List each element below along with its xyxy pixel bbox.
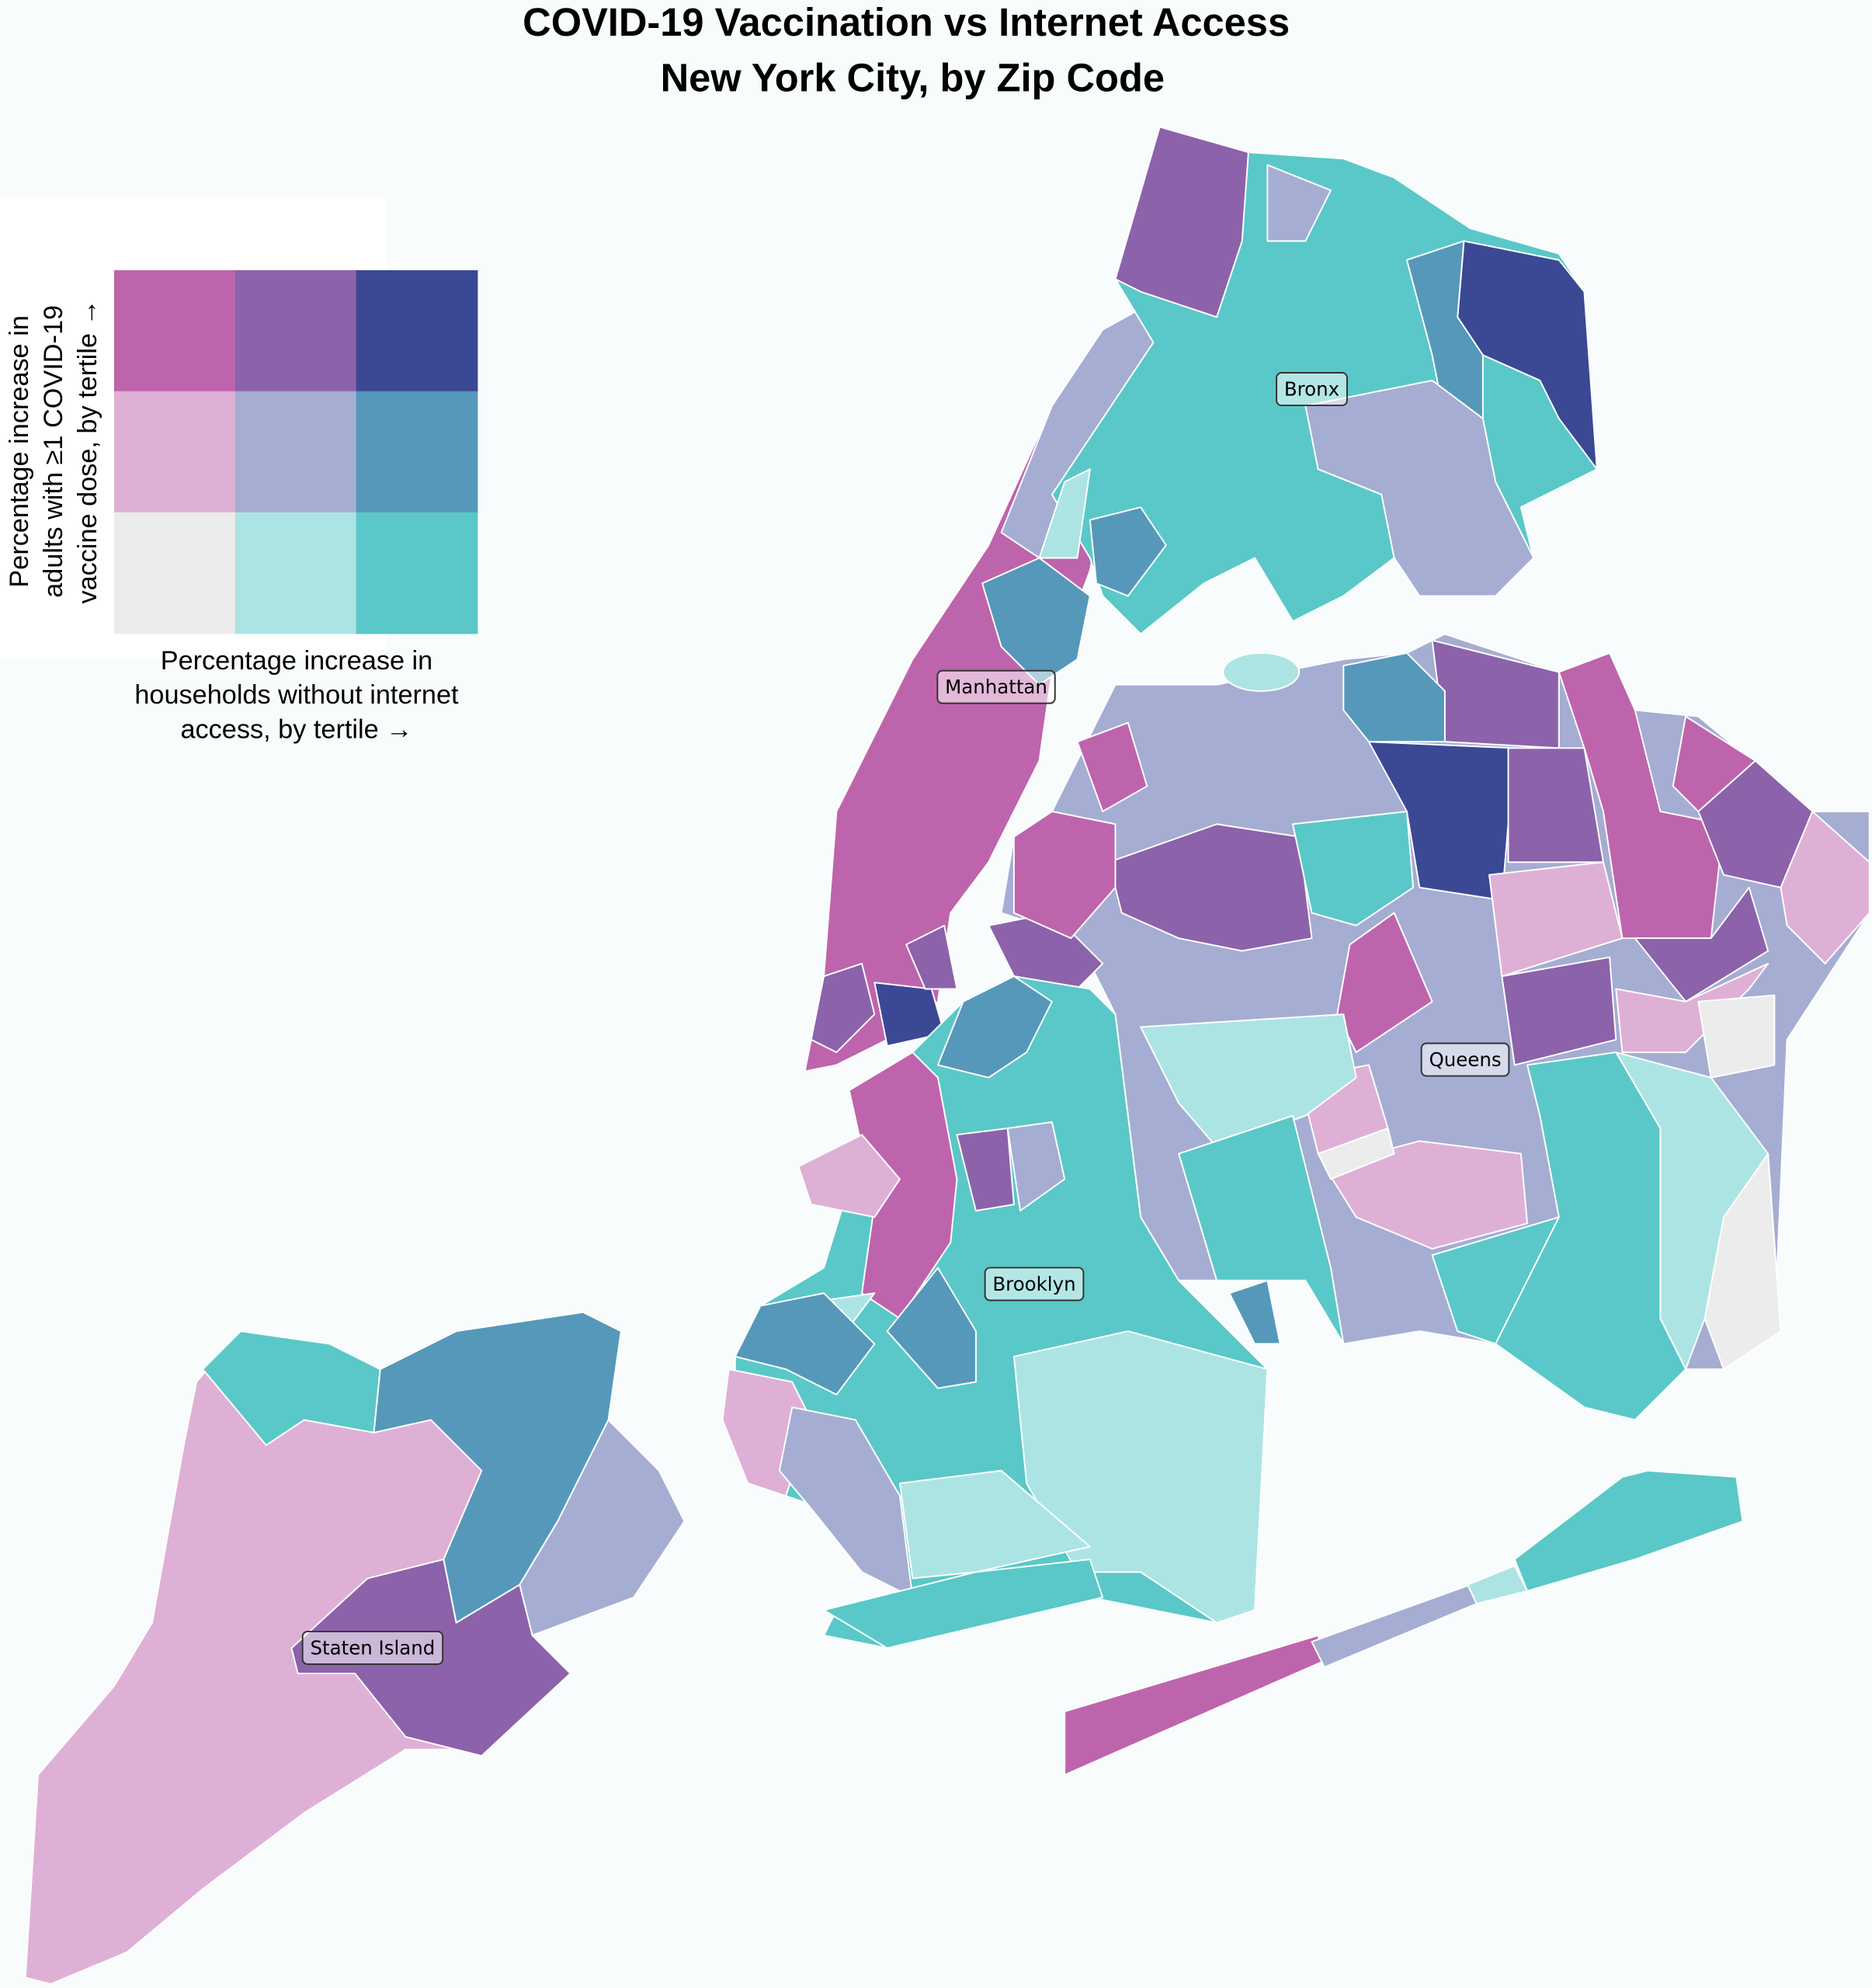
zip-region: [1501, 956, 1617, 1066]
zip-region: [1615, 962, 1770, 1054]
zip-region: [1076, 721, 1148, 812]
zip-region: [1488, 861, 1624, 978]
borough-name: Manhattan: [945, 676, 1047, 698]
borough-label: Queens: [1420, 1042, 1510, 1077]
legend-cell: [113, 269, 236, 392]
legend-x-label: access, by tertile →: [180, 714, 412, 744]
zip-region: [778, 1406, 914, 1598]
legend-cell: [356, 269, 478, 392]
zip-region: [519, 1419, 686, 1636]
legend-x-label: Percentage increase in: [161, 646, 433, 676]
label-box: [984, 1267, 1085, 1302]
zip-region: [797, 1134, 901, 1218]
zip-region: [848, 1051, 958, 1319]
borough-name: Staten Island: [310, 1636, 435, 1659]
legend-y-label: Percentage increase in: [5, 315, 34, 588]
label-box: [301, 1630, 444, 1665]
zip-region: [1780, 810, 1870, 964]
zip-region: [1292, 810, 1415, 926]
zip-region: [1469, 1051, 1687, 1421]
legend-cell: [113, 512, 236, 634]
zip-region: [1317, 1128, 1395, 1180]
zip-region: [1697, 994, 1776, 1079]
zip-region: [936, 975, 1053, 1079]
zip-region: [1012, 810, 1117, 940]
zip-region: [1108, 823, 1313, 952]
zip-region: [1342, 652, 1446, 743]
zip-region: [1336, 912, 1433, 1054]
zip-region: [956, 1128, 1015, 1212]
legend: Percentage increase in adults with ≥1 CO…: [0, 196, 478, 744]
label-box: [936, 669, 1056, 704]
legend-cell: [356, 512, 478, 634]
zip-region: [1367, 741, 1516, 902]
zip-region: [1513, 1469, 1744, 1592]
zip-region: [898, 1469, 1091, 1580]
zip-region: [1266, 164, 1332, 242]
legend-cell: [234, 391, 357, 513]
zip-region: [1140, 1013, 1357, 1149]
borough-name: Bronx: [1284, 378, 1339, 401]
zip-region: [810, 962, 876, 1054]
zip-region: [1114, 126, 1249, 318]
zip-region: [1323, 1140, 1528, 1250]
label-box: [1420, 1042, 1510, 1077]
legend-cell: [113, 391, 236, 513]
zip-region: [905, 924, 958, 990]
zip-region: [1222, 652, 1301, 692]
legend-cell: [356, 391, 478, 513]
borough-label: Staten Island: [301, 1630, 444, 1665]
zip-region: [1431, 1216, 1560, 1345]
zip-region: [1634, 886, 1770, 1003]
legend-y-label: adults with ≥1 COVID-19: [39, 305, 68, 598]
legend-cell: [234, 512, 357, 634]
zip-region: [1089, 506, 1167, 597]
borough-labels: Bronx Manhattan Queens Brooklyn Staten Islan…: [301, 372, 1510, 1665]
borough-name: Brooklyn: [992, 1273, 1075, 1295]
legend-cell: [234, 269, 357, 392]
borough-name: Queens: [1429, 1048, 1501, 1071]
borough-label: Manhattan: [936, 669, 1056, 704]
borough-label: Bronx: [1276, 372, 1348, 407]
zip-region: [1178, 1114, 1345, 1345]
zip-region: [886, 1267, 977, 1389]
zip-region: [1038, 468, 1091, 559]
legend-x-label: households without internet: [134, 680, 459, 710]
zip-region: [1558, 652, 1724, 940]
zip-region: [1405, 240, 1484, 419]
zip-region: [734, 1292, 876, 1395]
legend-y-label: vaccine dose, by tertile →: [73, 299, 102, 603]
zip-region: [1304, 379, 1535, 597]
title-line: New York City, by Zip Code: [661, 56, 1165, 100]
label-box: [1276, 372, 1348, 407]
zip-region: [1228, 1279, 1281, 1345]
title-line: COVID-19 Vaccination vs Internet Access: [523, 0, 1290, 44]
borough-label: Brooklyn: [984, 1267, 1085, 1302]
zip-region: [823, 1559, 1104, 1649]
zip-region: [1006, 1121, 1066, 1212]
